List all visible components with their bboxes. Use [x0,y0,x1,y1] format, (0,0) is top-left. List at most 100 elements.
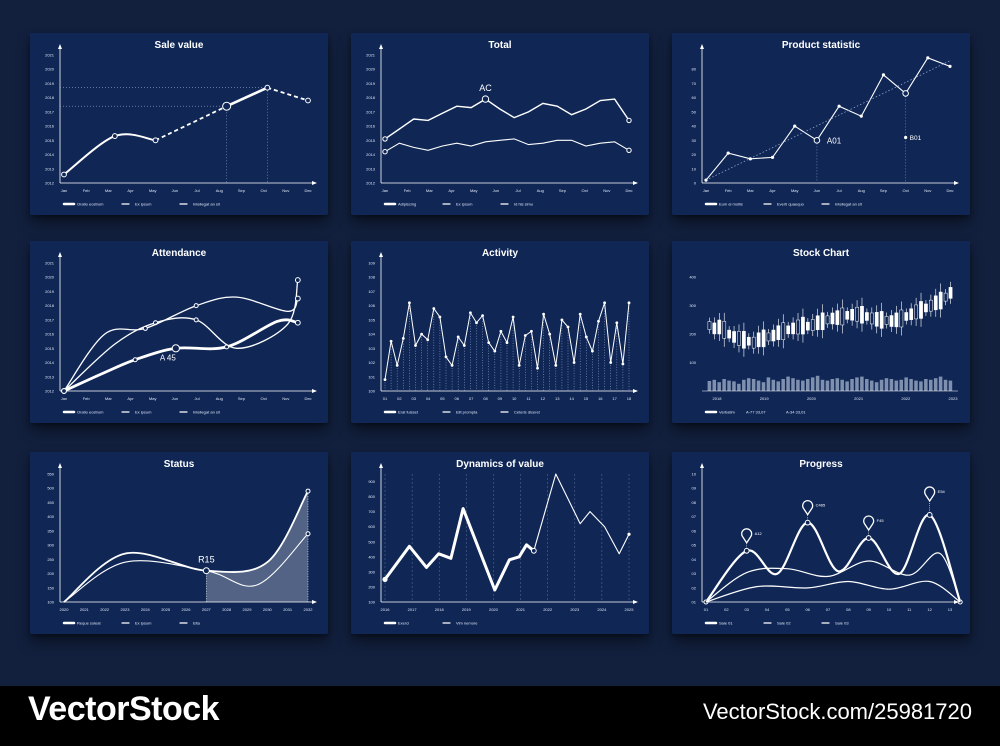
x-tick-label: Nov [282,188,289,193]
x-tick-label: 01 [383,396,388,401]
data-point [305,97,311,104]
x-tick-label: 2023 [121,607,131,612]
watermark-bar: VectorStock VectorStock.com/25981720 [0,686,1000,746]
y-tick-label: 2014 [366,152,376,157]
legend-label: Intellegat an sit [193,202,221,207]
chart-title: Product statistic [781,40,861,51]
candle-body [786,325,791,335]
series-line-dashed [267,86,309,102]
x-tick-label: 04 [426,396,431,401]
data-point [793,124,797,128]
volume-bar [712,379,717,391]
x-tick-label: Jun [172,188,178,193]
x-tick-label: 2021 [516,607,526,612]
watermark-brand: VectorStock [28,690,220,728]
y-tick-label: 2017 [45,109,55,114]
x-tick-label: 09 [498,396,503,401]
volume-bar [874,382,879,391]
y-tick-label: 03 [692,571,697,576]
data-point [505,341,509,345]
volume-bar [884,378,889,391]
volume-bar [904,377,908,391]
y-tick-label: 01 [692,600,697,605]
series-start-point [382,149,388,155]
x-tick-label: 2017 [408,607,418,612]
candle-body [732,331,736,343]
volume-bar [830,379,835,391]
x-tick-label: 2018 [713,396,723,401]
attendance-panel: Attendance 2012 2013 2014 2015 2016 2017 2018 2… [30,241,328,423]
legend-label: Sale 02 [777,621,791,626]
y-tick-label: 500 [368,539,375,544]
candle-body [766,332,771,342]
y-tick-label: 700 [368,509,375,514]
x-tick-label: Oct [261,188,268,193]
volume-bar [909,379,913,391]
x-tick-label: 2019 [760,396,770,401]
y-tick-label: 400 [689,275,696,280]
data-point [395,364,399,367]
candle-body [781,322,786,341]
data-point [597,319,600,323]
volume-bar [850,379,854,391]
candle-body [776,325,781,340]
y-tick-label: 07 [692,514,697,519]
volume-bar [806,379,810,391]
legend-label: A-77 33,07 [746,410,766,415]
data-point [444,355,448,359]
x-tick-label: Apr [127,396,134,401]
data-point [152,137,159,144]
candle-body [889,315,894,327]
annotation-label: A01 [827,136,842,145]
candle-body [874,312,879,327]
data-point [389,339,393,343]
status-panel: Status 100 150 200 250 300 350 400 450 500 550 202… [30,452,328,634]
y-tick-label: 100 [689,360,696,365]
data-point [61,171,67,178]
total-chart: 2012 2013 2014 2015 2016 2017 2018 2019 2020 2021… [366,44,638,207]
x-tick-label: 15 [584,396,589,401]
volume-bar [707,381,712,391]
y-tick-label: 2019 [45,81,55,86]
y-tick-label: 60 [692,95,697,100]
candle-body [737,331,741,346]
x-tick-label: Mar [426,188,434,193]
y-tick-label: 2015 [366,138,376,143]
candle-body [742,331,746,349]
data-point [615,321,619,325]
x-tick-label: 2023 [949,396,959,401]
candle-body [717,319,722,335]
annotation-label: F45 [877,518,885,523]
dynamics-of-value-chart: 100 200 300 400 500 600 700 800 900 2016 2017 2018 2… [368,463,638,626]
y-tick-label: 200 [47,571,54,576]
series-line [63,296,299,392]
legend-label: Vim nemore [456,621,478,626]
pin-marker-icon [924,486,936,503]
candle-body [825,315,830,325]
x-tick-label: Oct [903,188,910,193]
x-tick-label: 2027 [202,607,212,612]
x-axis-arrow [633,600,638,604]
x-tick-label: Jul [195,396,200,401]
x-tick-label: 2031 [283,607,293,612]
y-tick-label: 10 [692,166,697,171]
volume-bar [737,383,741,391]
y-tick-label: 2017 [45,317,55,322]
data-point [554,364,558,367]
x-tick-label: Feb [83,396,91,401]
data-point [881,73,886,77]
highlight-point [202,567,210,575]
series-line [705,57,951,181]
data-point [536,366,539,370]
data-point [414,344,417,347]
x-tick-label: May [791,188,799,193]
x-axis-arrow [312,389,317,393]
series-line [226,86,268,108]
chart-title: Activity [481,248,519,259]
candle-body [919,301,923,319]
candle-body [845,311,850,320]
series-line [384,98,630,140]
y-tick-label: 300 [47,543,54,548]
y-tick-label: 2020 [45,67,55,72]
volume-bar [924,379,928,391]
